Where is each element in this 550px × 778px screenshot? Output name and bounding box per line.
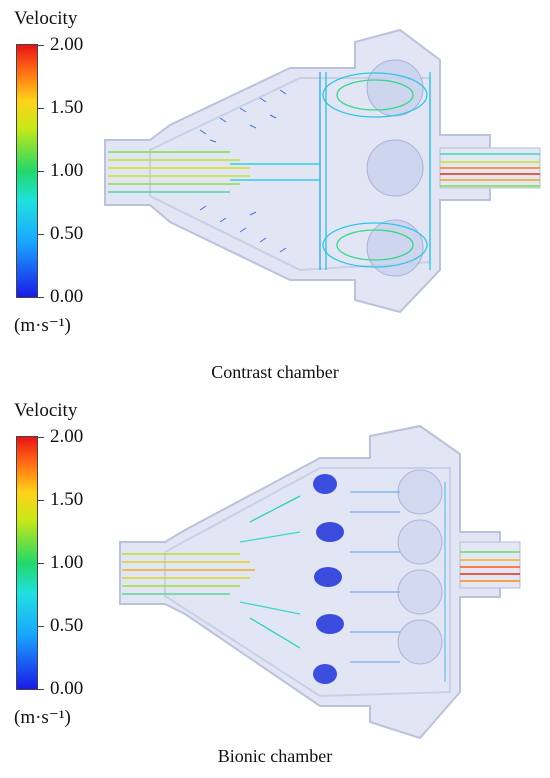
tick-label-1.00: 1.00 (50, 160, 84, 181)
bionic-chamber-vectors (350, 482, 446, 682)
bionic-cone-flow (239, 495, 301, 649)
tick-label-1.50: 1.50 (50, 489, 84, 510)
velocity-colorbar (16, 436, 38, 690)
velocity-unit: (m·s⁻¹) (14, 707, 71, 728)
contrast-chamber-caption: Contrast chamber (211, 362, 339, 382)
bionic-outlet-jet (460, 551, 520, 582)
tick-mark (38, 234, 44, 235)
contrast-chamber-vortices (319, 72, 431, 270)
tick-label-1.00: 1.00 (50, 552, 84, 573)
contrast-inlet-jet (108, 151, 320, 193)
tick-label-0.00: 0.00 (50, 678, 84, 699)
contrast-chamber-flow-diagram (104, 28, 541, 314)
bionic-baffles (397, 469, 443, 665)
tick-mark (38, 45, 44, 46)
tick-label-0.50: 0.50 (50, 615, 84, 636)
tick-mark (38, 297, 44, 298)
tick-label-0.50: 0.50 (50, 223, 84, 244)
tick-mark (38, 437, 44, 438)
tick-mark (38, 500, 44, 501)
bionic-inlet-jet (122, 553, 255, 595)
tick-mark (38, 171, 44, 172)
tick-label-2.00: 2.00 (50, 426, 84, 447)
velocity-unit: (m·s⁻¹) (14, 315, 71, 336)
bionic-chamber-inner-wall (164, 467, 451, 698)
tick-label-2.00: 2.00 (50, 34, 84, 55)
tick-label-0.00: 0.00 (50, 286, 84, 307)
tick-mark (38, 563, 44, 564)
contrast-baffle-middle (366, 139, 424, 197)
bionic-chamber-flow-diagram (119, 424, 521, 740)
contrast-outlet-jet (440, 153, 540, 187)
velocity-legend-title: Velocity (14, 8, 78, 29)
bionic-chamber-panel: Velocity 2.00 1.50 1.00 0.50 0.00 (m·s⁻¹… (0, 392, 550, 778)
tick-mark (38, 626, 44, 627)
tick-mark (38, 689, 44, 690)
contrast-chamber-panel: Velocity 2.00 1.50 1.00 0.50 0.00 (m·s⁻¹… (14, 8, 541, 382)
velocity-legend-title: Velocity (14, 400, 78, 421)
bionic-chamber-caption: Bionic chamber (217, 746, 333, 766)
tick-label-1.50: 1.50 (50, 97, 84, 118)
bionic-low-velocity-zones (313, 474, 344, 684)
tick-mark (38, 108, 44, 109)
velocity-colorbar (16, 44, 38, 298)
contrast-cone-vectors (199, 89, 287, 253)
